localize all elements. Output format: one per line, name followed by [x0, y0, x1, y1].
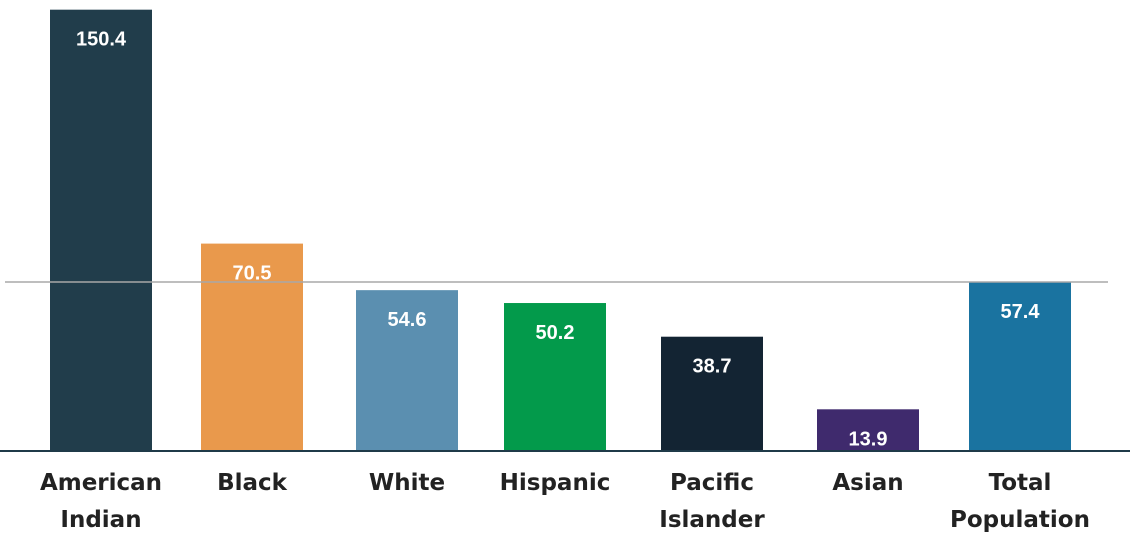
bar — [817, 409, 919, 450]
bar-value-label: 57.4 — [1001, 301, 1041, 323]
bar-value-label: 38.7 — [693, 356, 732, 378]
category-label: Asian — [832, 470, 903, 496]
bar-value-label: 70.5 — [233, 263, 272, 285]
bar-value-label: 150.4 — [76, 29, 127, 51]
bar-value-label: 13.9 — [849, 428, 888, 450]
bar — [50, 9, 152, 451]
bar — [661, 336, 763, 450]
bar — [504, 303, 606, 450]
bar-value-label: 50.2 — [536, 322, 575, 344]
category-label: White — [369, 470, 445, 496]
bar — [969, 281, 1071, 450]
category-labels: American Indian Black White Hispanic Pacific I… — [40, 470, 1090, 533]
category-label: American — [40, 470, 162, 496]
category-label: Indian — [60, 507, 141, 533]
bars: 150.4 70.5 54.6 50.2 38.7 13.9 57.4 — [50, 9, 1071, 451]
category-label: Black — [217, 470, 288, 496]
category-label: Pacific — [670, 470, 754, 496]
bar-value-label: 54.6 — [388, 309, 427, 331]
category-label: Population — [950, 507, 1090, 533]
category-label: Islander — [659, 507, 765, 533]
bar — [201, 243, 303, 450]
category-label: Hispanic — [500, 470, 611, 496]
category-label: Total — [989, 470, 1052, 496]
bar — [356, 290, 458, 450]
